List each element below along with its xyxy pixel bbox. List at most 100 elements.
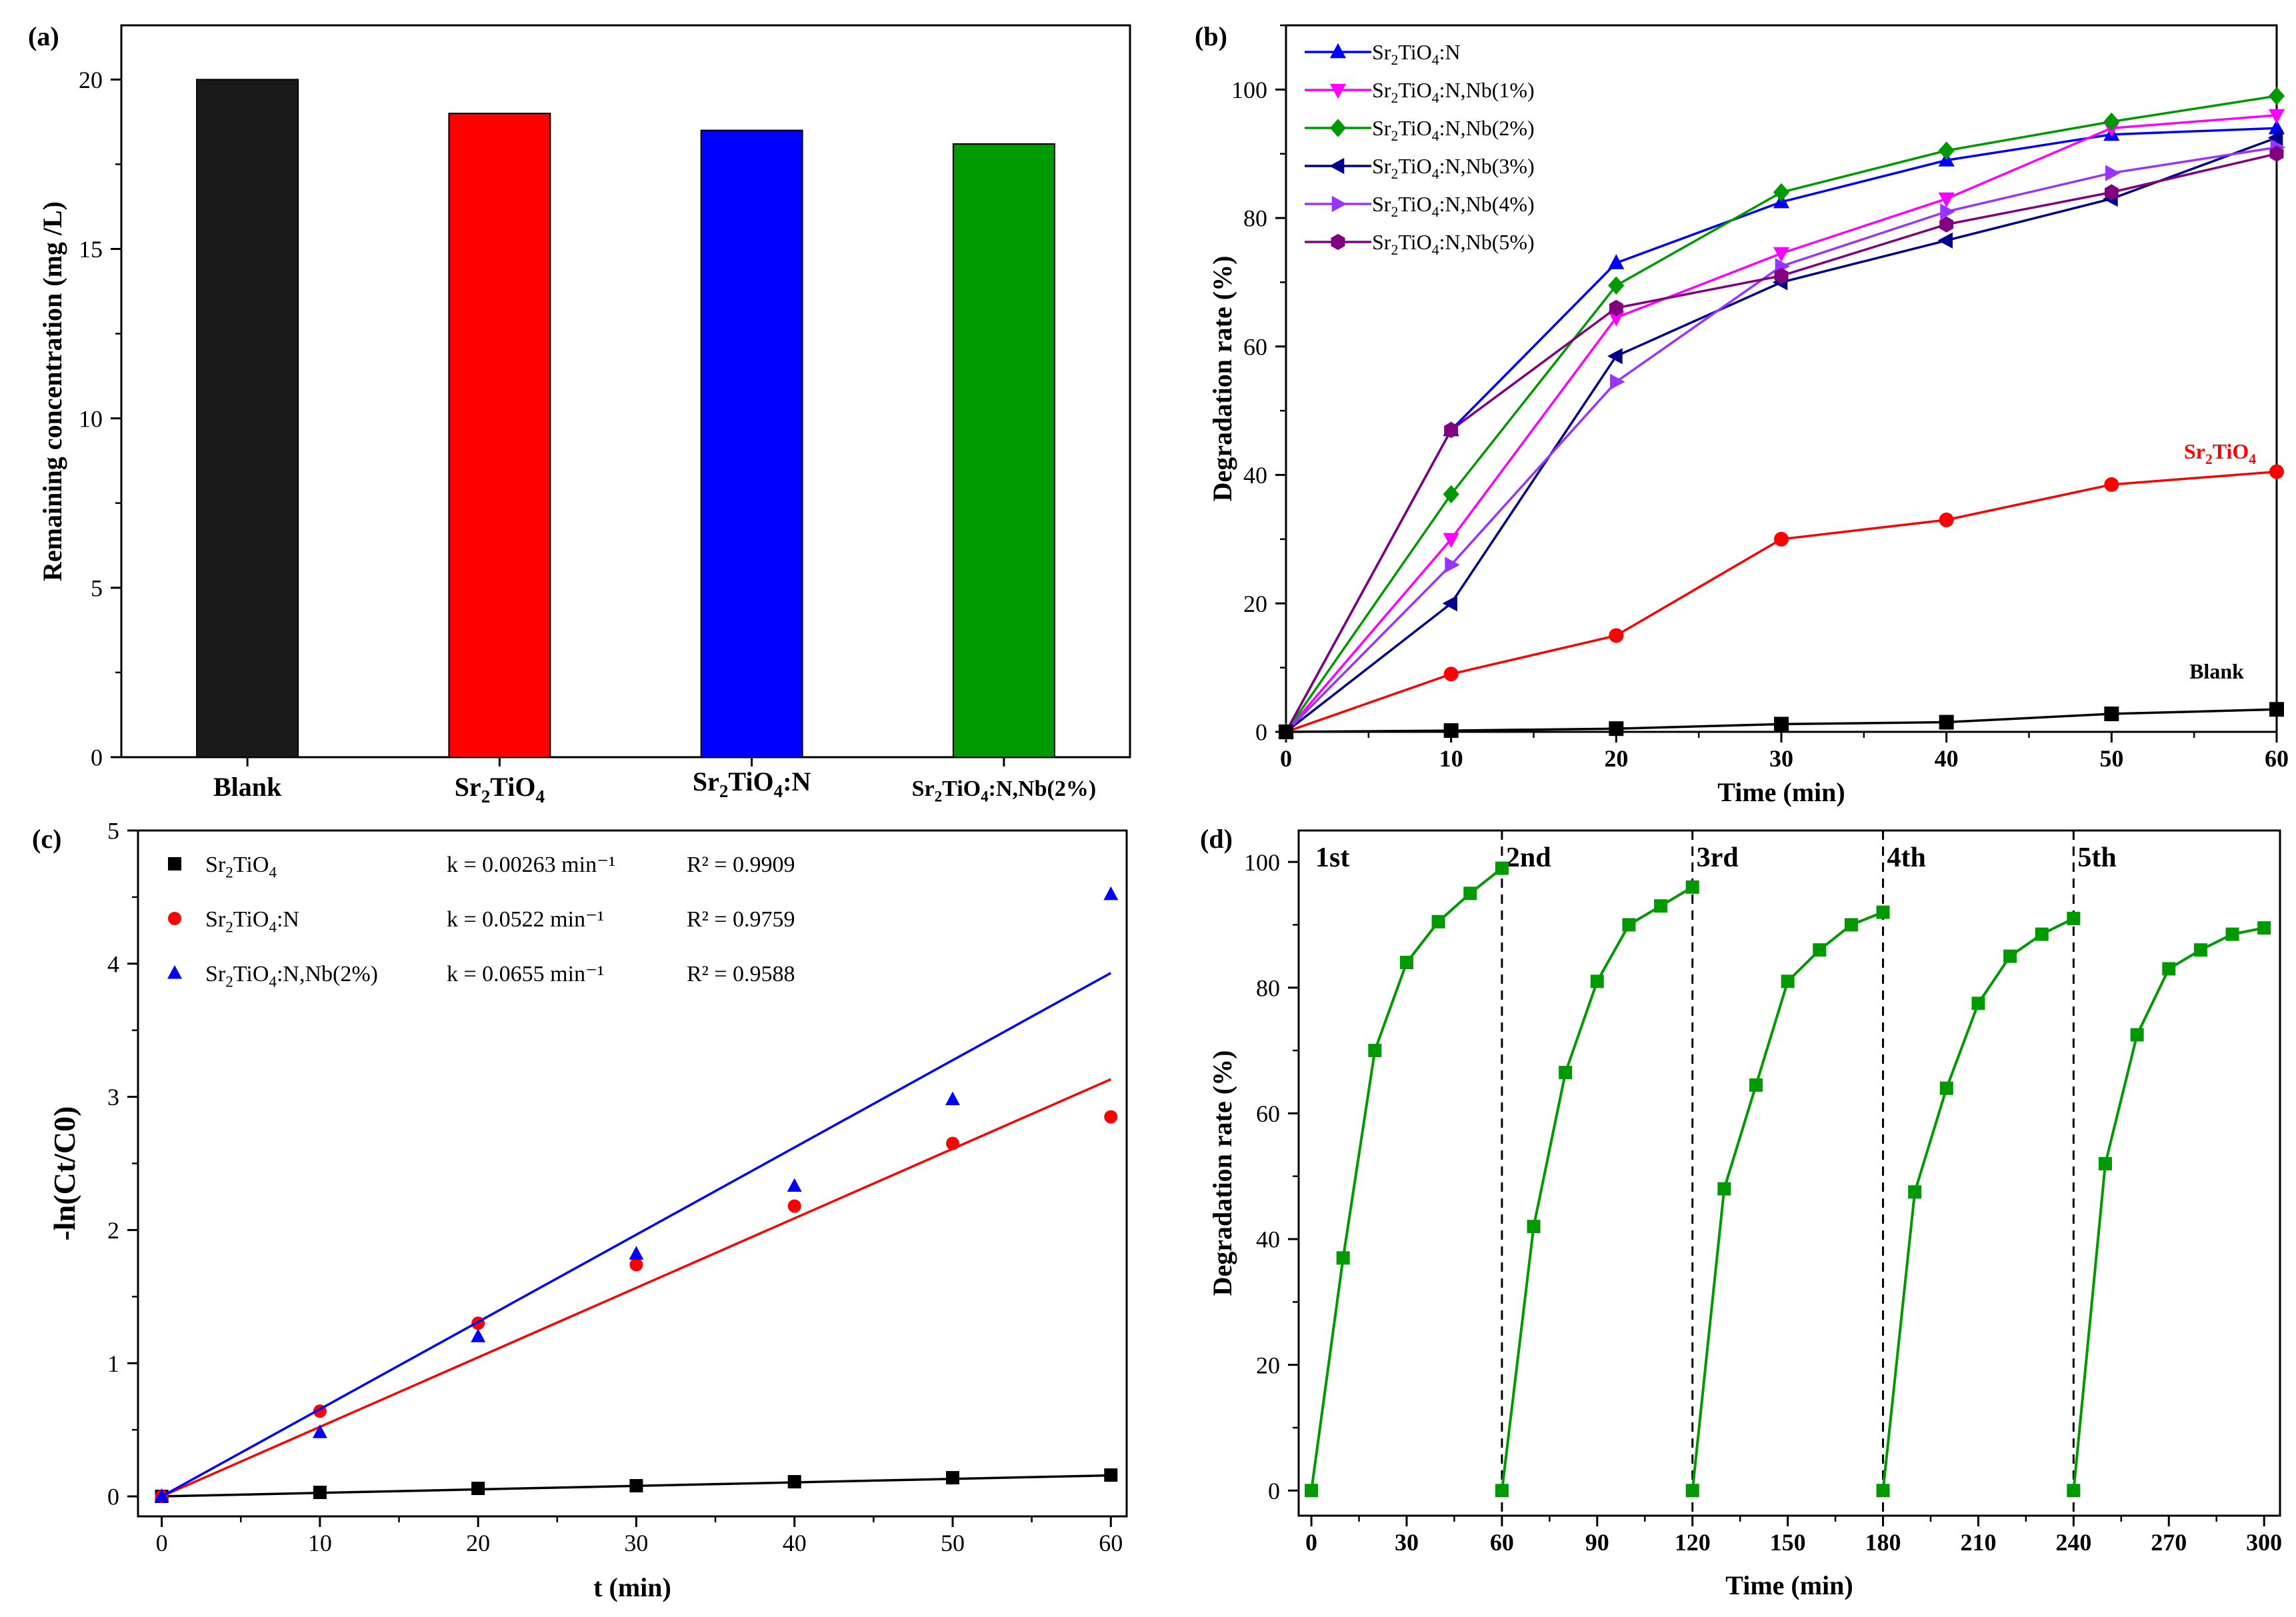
series-line <box>2072 926 2265 1491</box>
plot-frame <box>1297 829 2281 1517</box>
fit-line <box>161 1078 1111 1498</box>
data-point <box>945 1091 960 1106</box>
legend-label: Sr2TiO4 <box>205 852 277 882</box>
data-point <box>1608 276 1625 295</box>
legend-marker <box>168 857 181 870</box>
data-point <box>1937 232 1953 249</box>
legend-marker <box>1329 43 1347 59</box>
x-tick-label: 270 <box>2151 1529 2187 1556</box>
x-axis-label: t (min) <box>593 1572 671 1602</box>
legend-marker <box>167 965 182 979</box>
data-point <box>1938 192 1955 208</box>
legend: Sr2TiO4:N Sr2TiO4:N,Nb(1%) Sr2TiO4:N,Nb(2%… <box>1305 40 1535 258</box>
legend-label: Sr2TiO4:N <box>1372 40 1461 68</box>
cycle-label: 5th <box>2077 842 2116 873</box>
x-tick-label: 300 <box>2246 1529 2282 1556</box>
data-point <box>945 1136 959 1150</box>
data-point <box>1305 1484 1319 1498</box>
panel-label: (a) <box>28 21 59 51</box>
x-axis-label: Time (min) <box>1717 777 1845 807</box>
data-point <box>1495 861 1509 875</box>
data-point <box>1463 886 1477 900</box>
data-point <box>2268 109 2285 125</box>
panel-label: (c) <box>32 824 61 854</box>
y-tick-label: 40 <box>1256 1226 1280 1253</box>
x-tick-label: 20 <box>466 1530 490 1556</box>
x-tick-label: 240 <box>2055 1529 2091 1556</box>
data-point <box>1876 905 1890 919</box>
data-point <box>1939 715 1954 730</box>
data-point <box>2105 165 2121 181</box>
x-tick-label: 50 <box>941 1530 965 1556</box>
data-point <box>1609 721 1624 737</box>
data-point <box>1773 247 1790 263</box>
series <box>1876 912 2081 1498</box>
data-point <box>2035 927 2049 941</box>
series <box>154 886 1119 1502</box>
y-tick-label: 0 <box>1255 719 1267 746</box>
x-tick-label: 40 <box>1935 745 1959 772</box>
y-tick-label: 0 <box>91 745 103 771</box>
data-point <box>1939 216 1954 233</box>
data-point <box>2098 1156 2112 1170</box>
data-point <box>1431 914 1445 928</box>
series <box>1277 87 2285 741</box>
data-point <box>1773 183 1790 202</box>
data-point <box>1442 595 1457 612</box>
data-point <box>1104 1110 1118 1124</box>
data-point <box>1607 348 1623 365</box>
x-tick-label: 0 <box>1280 745 1292 772</box>
series <box>1279 702 2284 739</box>
y-tick-label: 3 <box>107 1084 119 1110</box>
data-point <box>2257 921 2271 935</box>
panel-label: (d) <box>1200 824 1233 854</box>
y-tick-label: 100 <box>1244 849 1280 876</box>
data-point <box>1608 311 1625 327</box>
legend-label: Sr2TiO4:N,Nb(2%) <box>205 962 378 991</box>
legend: Sr2TiO4 k = 0.00263 min⁻¹ R² = 0.9909 Sr2Ti… <box>167 852 795 991</box>
legend-marker <box>168 912 181 925</box>
legend-k: k = 0.0655 min⁻¹ <box>447 962 604 986</box>
data-point <box>1443 485 1459 504</box>
x-tick-label: 180 <box>1865 1529 1901 1556</box>
x-tick-label: 150 <box>1770 1529 1806 1556</box>
data-point <box>471 1482 485 1496</box>
data-point <box>1103 886 1119 900</box>
legend-label: Sr2TiO4:N,Nb(1%) <box>1372 78 1535 106</box>
x-tick-label: Blank <box>213 772 282 802</box>
series <box>1685 905 1890 1498</box>
data-point <box>1444 422 1459 439</box>
data-point <box>2268 87 2285 105</box>
data-point <box>2103 112 2120 131</box>
data-point <box>1939 1081 1953 1095</box>
legend-label: Sr2TiO4:N,Nb(2%) <box>1372 116 1535 144</box>
legend-r2: R² = 0.9588 <box>687 962 795 986</box>
y-tick-label: 0 <box>1268 1478 1280 1504</box>
data-point <box>1445 557 1460 573</box>
x-tick-label: Sr2TiO4:N <box>693 767 811 801</box>
x-tick-label: 90 <box>1585 1529 1609 1556</box>
plot-frame <box>120 24 1131 759</box>
data-point <box>1622 918 1636 932</box>
x-tick-label: Sr2TiO4 <box>455 772 545 807</box>
data-point <box>313 1486 327 1500</box>
y-tick-label: 20 <box>1256 1352 1280 1378</box>
x-tick-label: 40 <box>783 1530 807 1556</box>
x-tick-label: 0 <box>1305 1529 1317 1556</box>
bar <box>448 113 551 758</box>
panel-a: (a) 0 5 10 15 20 Remaining concentration (mg /… <box>28 21 1131 807</box>
data-point <box>787 1199 801 1213</box>
legend-marker <box>1329 119 1347 137</box>
data-point <box>1774 267 1789 284</box>
data-point <box>2269 464 2284 479</box>
data-point <box>1609 628 1624 643</box>
data-point <box>1774 717 1789 732</box>
data-point <box>1717 1182 1731 1196</box>
legend-marker <box>1331 233 1345 251</box>
legend-label: Sr2TiO4:N,Nb(4%) <box>1372 192 1535 220</box>
x-tick-label: 30 <box>1395 1529 1419 1556</box>
cycle-label: 3rd <box>1697 842 1739 873</box>
y-tick-label: 2 <box>107 1217 119 1244</box>
